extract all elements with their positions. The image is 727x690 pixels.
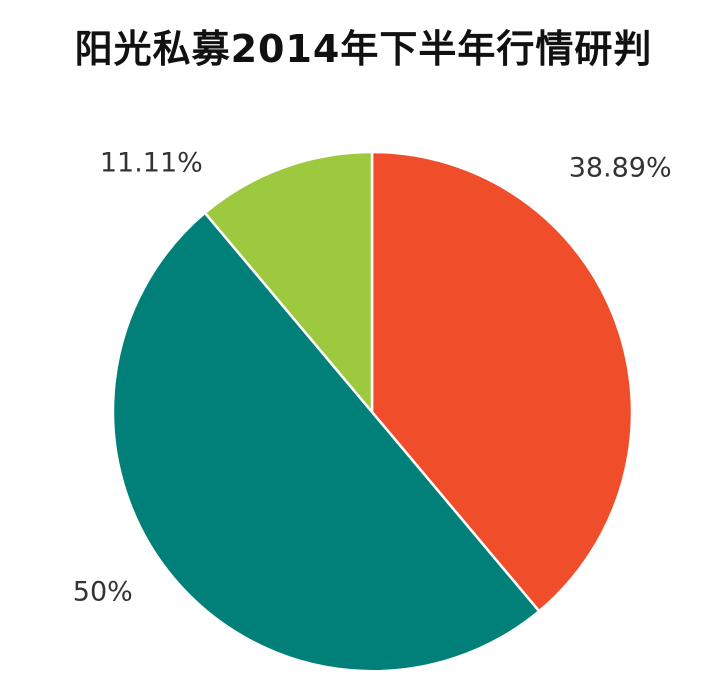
slice-label-3: 11.11%: [100, 148, 203, 179]
chart-title: 阳光私募2014年下半年行情研判: [74, 27, 653, 71]
pie-slice-2: [111, 211, 541, 673]
pie-slice-3: [203, 150, 374, 416]
pie-labels: 38.89% 50% 11.11%: [73, 148, 672, 608]
slice-label-1: 38.89%: [569, 153, 672, 184]
pie-slice-1: [370, 150, 634, 613]
pie-slices: [111, 150, 634, 673]
slice-label-2: 50%: [73, 577, 133, 608]
